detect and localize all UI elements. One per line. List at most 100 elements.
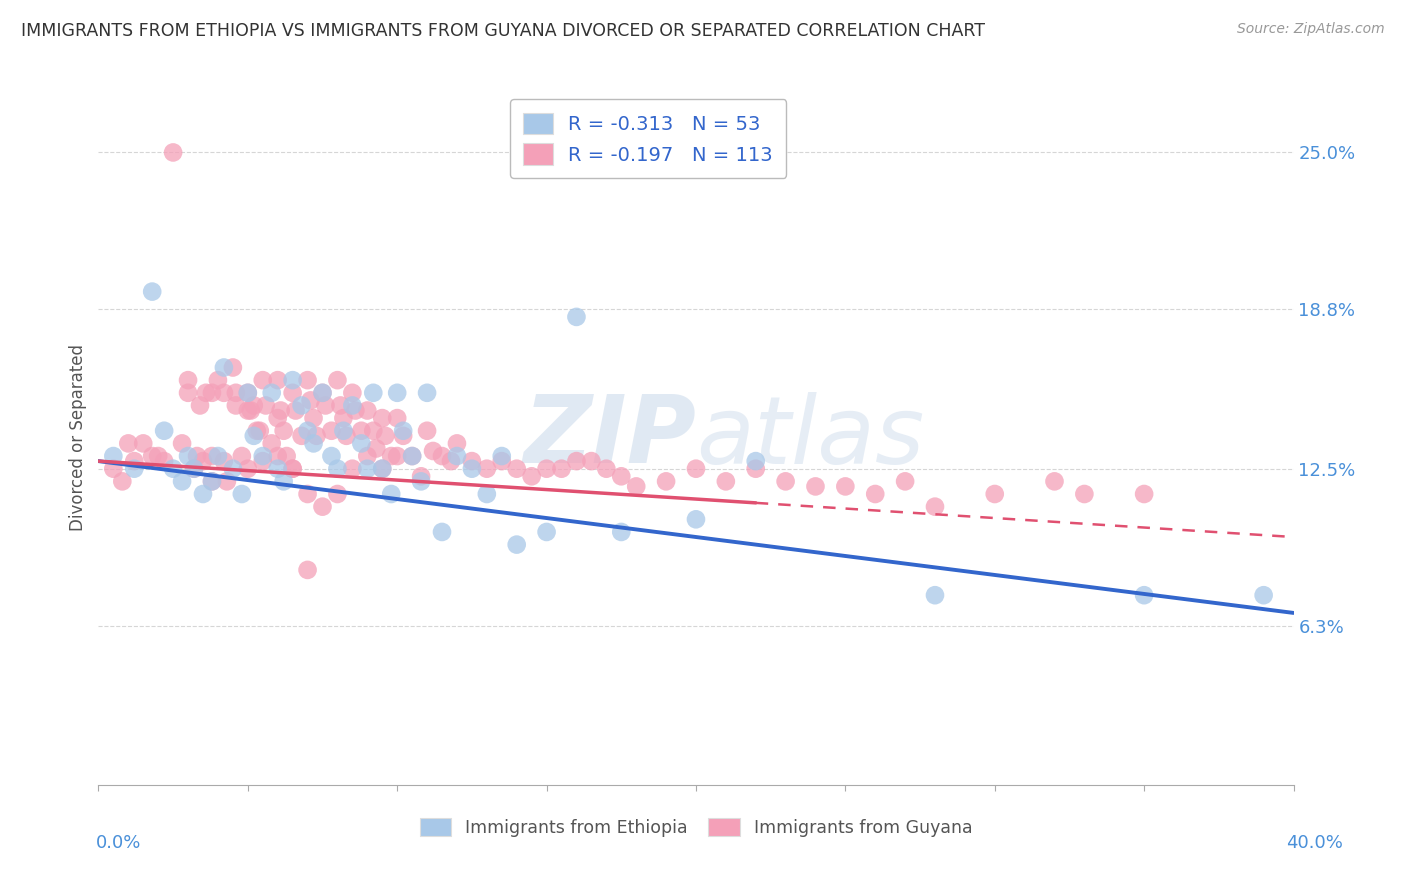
Point (745, 454, 768, 468)
Point (260, 385, 283, 400)
Point (207, 373, 229, 387)
Point (315, 399, 337, 413)
Point (416, 424, 439, 438)
Point (834, 479, 856, 493)
Point (714, 475, 737, 489)
Point (267, 461, 290, 475)
Point (215, 475, 238, 489)
Point (311, 385, 333, 400)
Point (281, 461, 304, 475)
Point (273, 475, 295, 489)
Point (685, 461, 707, 475)
Point (132, 436, 155, 450)
Point (212, 385, 235, 400)
Point (243, 429, 266, 443)
Point (225, 399, 247, 413)
Point (231, 449, 253, 463)
Point (371, 461, 394, 475)
Point (201, 385, 224, 400)
Point (356, 403, 378, 417)
Point (350, 436, 373, 450)
Point (326, 487, 349, 501)
Point (297, 424, 319, 438)
Point (446, 436, 468, 450)
Point (550, 461, 572, 475)
Point (392, 424, 415, 438)
Point (188, 399, 211, 413)
Point (177, 449, 200, 463)
Point (195, 385, 218, 400)
Point (416, 385, 439, 400)
Y-axis label: Divorced or Separated: Divorced or Separated (69, 343, 87, 531)
Point (302, 411, 325, 425)
Point (311, 385, 333, 400)
Point (610, 524, 633, 539)
Point (111, 475, 134, 489)
Point (446, 449, 468, 463)
Point (239, 403, 262, 417)
Point (506, 461, 529, 475)
Point (326, 461, 349, 475)
Point (385, 411, 409, 425)
Point (321, 449, 343, 463)
Point (212, 360, 235, 375)
Point (475, 487, 498, 501)
Point (249, 424, 271, 438)
Point (148, 449, 170, 463)
Point (356, 461, 378, 475)
Point (297, 373, 319, 387)
Point (1253, 588, 1275, 602)
Point (201, 475, 224, 489)
Point (332, 411, 354, 425)
Point (267, 449, 290, 463)
Point (363, 385, 385, 400)
Point (326, 373, 349, 387)
Point (401, 449, 423, 463)
Point (297, 563, 319, 577)
Point (141, 449, 163, 463)
Point (222, 461, 245, 475)
Point (371, 411, 394, 425)
Point (411, 475, 433, 489)
Point (172, 436, 194, 450)
Point (177, 373, 200, 387)
Point (745, 461, 768, 475)
Point (236, 403, 259, 417)
Point (380, 449, 402, 463)
Point (491, 449, 513, 463)
Point (565, 454, 588, 468)
Point (281, 385, 304, 400)
Point (422, 444, 444, 458)
Point (506, 538, 529, 552)
Point (491, 454, 513, 468)
Point (243, 399, 266, 413)
Point (260, 436, 283, 450)
Point (342, 399, 364, 413)
Point (461, 454, 484, 468)
Point (281, 461, 304, 475)
Point (254, 399, 277, 413)
Point (284, 403, 307, 417)
Text: IMMIGRANTS FROM ETHIOPIA VS IMMIGRANTS FROM GUYANA DIVORCED OR SEPARATED CORRELA: IMMIGRANTS FROM ETHIOPIA VS IMMIGRANTS F… (21, 22, 986, 40)
Point (276, 449, 298, 463)
Point (183, 461, 205, 475)
Point (385, 385, 409, 400)
Point (380, 487, 402, 501)
Point (225, 385, 247, 400)
Point (385, 449, 409, 463)
Point (103, 461, 125, 475)
Point (430, 449, 453, 463)
Point (117, 436, 139, 450)
Point (440, 454, 463, 468)
Point (984, 487, 1007, 501)
Point (236, 461, 259, 475)
Point (183, 461, 205, 475)
Point (207, 449, 229, 463)
Point (924, 588, 946, 602)
Point (775, 475, 797, 489)
Point (371, 461, 394, 475)
Point (610, 469, 633, 483)
Point (344, 403, 367, 417)
Point (305, 429, 328, 443)
Point (270, 403, 292, 417)
